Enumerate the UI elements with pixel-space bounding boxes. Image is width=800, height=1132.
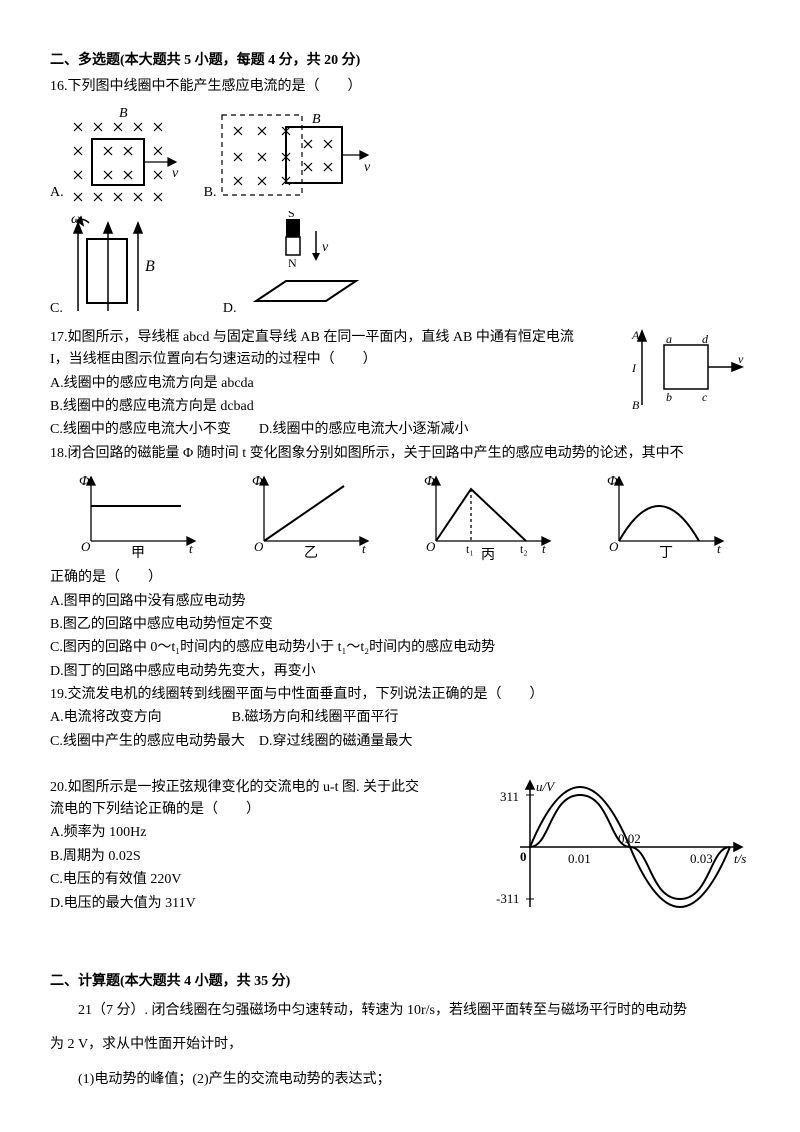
q19-opt-ab: A.电流将改变方向 B.磁场方向和线圈平面平行 <box>50 707 750 729</box>
section2-header: 二、多选题(本大题共 5 小题，每题 4 分，共 20 分) <box>50 50 750 72</box>
q18-opt-a: A.图甲的回路中没有感应电动势 <box>50 591 750 613</box>
q21-line3: (1)电动势的峰值；(2)产生的交流电动势的表达式； <box>50 1069 750 1091</box>
svg-text:S: S <box>288 211 295 220</box>
svg-text:O: O <box>609 539 619 554</box>
q18-stem-post: 正确的是（ ） <box>50 567 750 589</box>
q16-stem: 16.下列图中线圈中不能产生感应电流的是（ ） <box>50 76 750 98</box>
svg-text:0.02: 0.02 <box>618 831 641 846</box>
svg-text:Φ: Φ <box>424 474 435 489</box>
q16-label-c: C. <box>50 298 63 320</box>
svg-text:甲: 甲 <box>131 546 145 561</box>
q19-stem: 19.交流发电机的线圈转到线圈平面与中性面垂直时，下列说法正确的是（ ） <box>50 684 750 706</box>
q18-opt-d: D.图丁的回路中感应电动势先变大，再变小 <box>50 661 750 683</box>
svg-text:u/V: u/V <box>536 779 556 794</box>
svg-text:v: v <box>322 240 329 255</box>
svg-text:丁: 丁 <box>659 546 673 561</box>
svg-text:0: 0 <box>520 849 527 864</box>
q18-graph-ding: Φ O t 丁 <box>599 471 729 561</box>
svg-text:A: A <box>631 328 640 342</box>
q16-label-a: A. <box>50 182 64 204</box>
svg-text:0.03: 0.03 <box>690 851 713 866</box>
svg-text:O: O <box>81 539 91 554</box>
q16-diag-c: ω B <box>63 211 173 321</box>
q19-opt-cd: C.线圈中产生的感应电动势最大 D.穿过线圈的磁通量最大 <box>50 731 750 753</box>
svg-text:B: B <box>632 398 640 412</box>
q18-stem-pre: 18.闭合回路的磁能量 Φ 随时间 t 变化图象分别如图所示，关于回路中产生的感… <box>50 443 750 465</box>
q16-label-b: B. <box>204 182 217 204</box>
svg-text:t₂: t₂ <box>520 542 528 556</box>
q21-line2: 为 2 V，求从中性面开始计时， <box>50 1034 750 1056</box>
svg-text:ω: ω <box>71 212 81 227</box>
q20-graph: u/V 311 -311 0 0.01 0.02 0.03 t/s <box>490 777 750 917</box>
svg-text:v: v <box>738 352 744 366</box>
q18-opt-c: C.图丙的回路中 0～t₁时间内的感应电动势小于 t₁～t₂时间内的感应电动势 <box>50 637 750 659</box>
svg-text:d: d <box>702 332 709 346</box>
svg-text:0.01: 0.01 <box>568 851 591 866</box>
q16-diag-b: B v <box>216 105 376 205</box>
svg-text:v: v <box>172 166 179 181</box>
svg-text:Φ: Φ <box>79 474 90 489</box>
svg-text:t: t <box>189 541 193 556</box>
q18-graphs: Φ O t 甲 Φ O t 乙 Φ O t₁ t₂ t 丙 <box>50 471 750 561</box>
svg-text:a: a <box>666 332 672 346</box>
svg-text:Φ: Φ <box>252 474 263 489</box>
svg-text:O: O <box>254 539 264 554</box>
q18-graph-bing: Φ O t₁ t₂ t 丙 <box>416 471 556 561</box>
svg-text:v: v <box>364 160 371 175</box>
q17-diagram: A I B a d b c v <box>630 327 750 417</box>
svg-text:c: c <box>702 390 708 404</box>
q16-label-d: D. <box>223 298 237 320</box>
q21-line1: 21（7 分）. 闭合线圈在匀强磁场中匀速转动，转速为 10r/s，若线圈平面转… <box>50 1000 750 1022</box>
section3-header: 二、计算题(本大题共 4 小题，共 35 分) <box>50 971 750 993</box>
svg-text:O: O <box>426 539 436 554</box>
q16-diag-d: S N v <box>236 211 366 321</box>
svg-text:乙: 乙 <box>304 545 318 561</box>
svg-text:t: t <box>362 541 366 556</box>
q18-graph-yi: Φ O t 乙 <box>244 471 374 561</box>
q18-options: A.图甲的回路中没有感应电动势 B.图乙的回路中感应电动势恒定不变 C.图丙的回… <box>50 591 750 684</box>
svg-text:B: B <box>145 258 155 275</box>
q17-opt-cd: C.线圈中的感应电流大小不变 D.线圈中的感应电流大小逐渐减小 <box>50 419 750 441</box>
q16-diag-a: B <box>64 105 184 205</box>
q16-row1: A. B <box>50 105 750 205</box>
svg-text:丙: 丙 <box>481 548 495 561</box>
svg-text:I: I <box>631 361 637 375</box>
q19-options: A.电流将改变方向 B.磁场方向和线圈平面平行 C.线圈中产生的感应电动势最大 … <box>50 707 750 753</box>
svg-text:-311: -311 <box>496 891 519 906</box>
svg-text:b: b <box>666 390 672 404</box>
svg-text:Φ: Φ <box>607 474 618 489</box>
q16-row2: C. ω B D. S N v <box>50 211 750 321</box>
svg-text:t₁: t₁ <box>466 542 474 556</box>
q18-graph-jia: Φ O t 甲 <box>71 471 201 561</box>
svg-text:B: B <box>119 106 128 121</box>
svg-text:t: t <box>542 541 546 556</box>
svg-text:B: B <box>312 112 321 127</box>
svg-text:N: N <box>288 256 297 270</box>
svg-text:t: t <box>717 541 721 556</box>
q18-opt-b: B.图乙的回路中感应电动势恒定不变 <box>50 614 750 636</box>
svg-text:t/s: t/s <box>734 851 746 866</box>
svg-text:311: 311 <box>500 789 519 804</box>
